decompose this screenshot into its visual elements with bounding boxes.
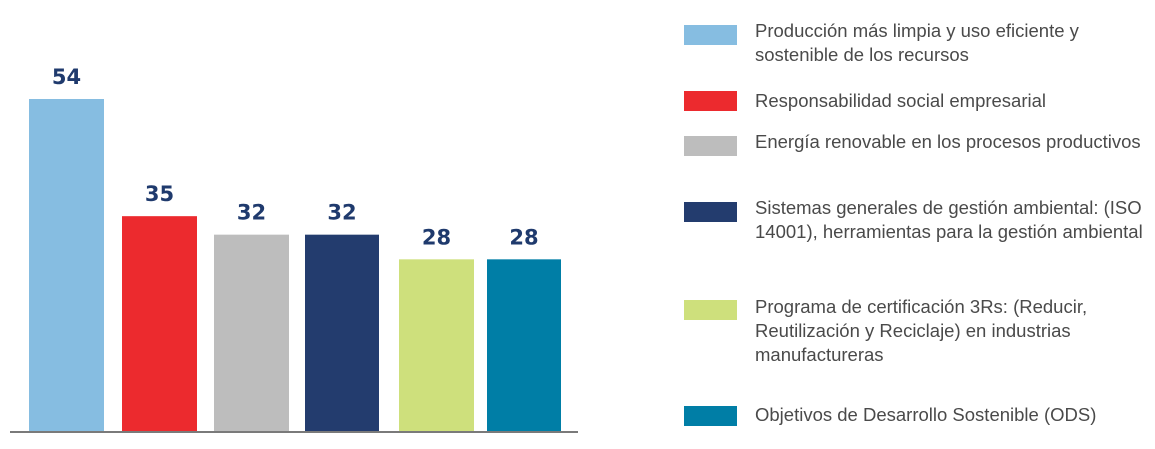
bar-value-label: 28 — [509, 225, 538, 249]
bar-value-label: 32 — [237, 201, 266, 225]
bar — [214, 234, 289, 432]
legend-label: Programa de certificación 3Rs: (Reducir,… — [755, 296, 1088, 365]
bars-group — [29, 99, 561, 432]
bar — [399, 259, 474, 432]
legend-swatch — [684, 25, 737, 45]
bar-chart: 54 35 32 32 28 28 — [10, 65, 578, 433]
legend-swatch — [684, 300, 737, 320]
legend-label: Sistemas generales de gestión ambiental:… — [755, 197, 1143, 242]
legend-label: Responsabilidad social empresarial — [755, 90, 1047, 111]
bar-value-label: 32 — [327, 201, 356, 225]
legend-swatch — [684, 202, 737, 222]
legend-swatch — [684, 91, 737, 111]
value-labels-group: 54 35 32 32 28 28 — [52, 65, 539, 249]
legend-label: Energía renovable en los procesos produc… — [755, 131, 1141, 152]
legend-swatch — [684, 406, 737, 426]
bar — [122, 216, 197, 432]
bar — [305, 234, 379, 432]
bar — [487, 259, 561, 432]
bar-value-label: 35 — [145, 182, 174, 206]
legend-label: Objetivos de Desarrollo Sostenible (ODS) — [755, 404, 1097, 425]
legend-label: Producción más limpia y uso eficiente y … — [755, 20, 1079, 65]
bar — [29, 99, 104, 432]
legend-swatch — [684, 136, 737, 156]
bar-value-label: 54 — [52, 65, 81, 89]
bar-value-label: 28 — [422, 225, 451, 249]
legend: Producción más limpia y uso eficiente y … — [684, 0, 1155, 449]
